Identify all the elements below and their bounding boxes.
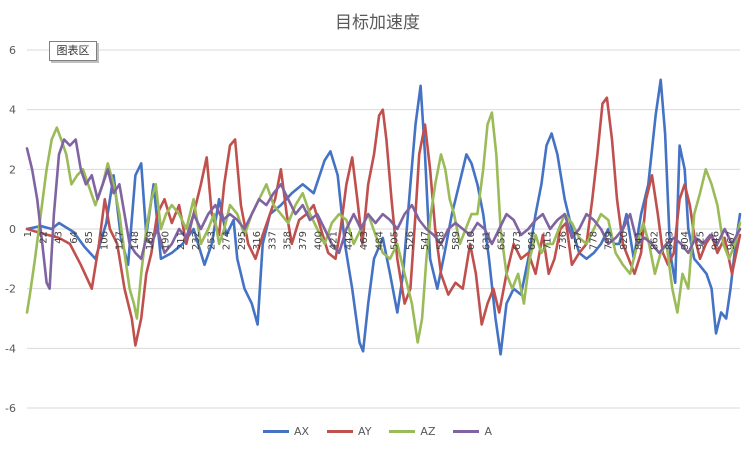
- x-tick-label: 274: [222, 231, 233, 250]
- x-tick-label: 211: [176, 231, 187, 250]
- legend-swatch: [453, 429, 480, 433]
- x-tick-label: 946: [711, 231, 722, 250]
- x-tick-label: 253: [206, 231, 217, 250]
- x-tick-label: 484: [374, 231, 385, 250]
- x-tick-label: 967: [726, 231, 737, 250]
- x-tick-label: 547: [420, 231, 431, 250]
- x-tick-label: 358: [283, 231, 294, 250]
- x-tick-label: 43: [54, 231, 65, 244]
- chart-legend: AX AY AZ A: [0, 425, 755, 438]
- series-line-az: [25, 111, 742, 344]
- legend-swatch: [262, 429, 289, 433]
- x-tick-label: 925: [695, 231, 706, 250]
- x-tick-label: 400: [313, 231, 324, 250]
- x-tick-label: 673: [512, 231, 523, 250]
- chart-area-badge[interactable]: 图表区: [49, 41, 97, 61]
- x-tick-label: 757: [573, 231, 584, 250]
- x-tick-label: 736: [558, 231, 569, 250]
- legend-label: A: [484, 425, 493, 438]
- x-tick-label: 190: [161, 231, 172, 250]
- legend-label: AX: [293, 425, 310, 438]
- x-tick-label: 652: [497, 231, 508, 250]
- x-tick-label: 337: [267, 231, 278, 250]
- x-tick-label: 106: [99, 231, 110, 250]
- legend-swatch: [389, 429, 416, 433]
- x-tick-label: 589: [451, 231, 462, 250]
- y-tick-label: 2: [9, 163, 16, 176]
- x-tick-label: 694: [527, 231, 538, 250]
- x-tick-label: 295: [237, 231, 248, 250]
- legend-item-ax[interactable]: AX: [262, 425, 310, 438]
- x-tick-label: 463: [359, 231, 370, 250]
- x-tick-label: 85: [84, 231, 95, 244]
- x-tick-label: 148: [130, 231, 141, 250]
- x-tick-label: 883: [665, 231, 676, 250]
- x-tick-label: 64: [69, 231, 80, 244]
- y-tick-label: 4: [9, 104, 16, 117]
- legend-item-ay[interactable]: AY: [327, 425, 371, 438]
- legend-swatch: [327, 429, 354, 433]
- y-tick-label: 0: [9, 223, 16, 236]
- x-tick-label: 526: [405, 231, 416, 250]
- x-tick-label: 610: [466, 231, 477, 250]
- legend-label: AZ: [420, 425, 436, 438]
- y-tick-label: 6: [9, 44, 16, 57]
- x-tick-label: 820: [619, 231, 630, 250]
- x-tick-label: 715: [542, 231, 553, 250]
- x-tick-label: 778: [588, 231, 599, 250]
- x-tick-label: 421: [329, 231, 340, 250]
- series-line-ay: [25, 96, 742, 347]
- x-tick-label: 904: [680, 231, 691, 250]
- x-tick-label: 442: [344, 231, 355, 250]
- x-tick-label: 22: [38, 231, 49, 244]
- x-tick-label: 568: [436, 231, 447, 250]
- x-tick-label: 379: [298, 231, 309, 250]
- x-tick-label: 505: [390, 231, 401, 250]
- x-tick-label: 232: [191, 231, 202, 250]
- legend-item-a[interactable]: A: [453, 425, 492, 438]
- x-tick-label: 127: [115, 231, 126, 250]
- x-tick-label: 862: [649, 231, 660, 250]
- x-tick-label: 169: [145, 231, 156, 250]
- series-line-ax: [25, 78, 742, 356]
- x-tick-label: 316: [252, 231, 263, 250]
- x-tick-label: 799: [604, 231, 615, 250]
- y-tick-label: -6: [5, 402, 16, 415]
- legend-item-az[interactable]: AZ: [389, 425, 435, 438]
- x-tick-label: 1: [23, 231, 34, 237]
- x-tick-label: 841: [634, 231, 645, 250]
- y-tick-label: -2: [5, 283, 16, 296]
- chart-title: 目标加速度: [335, 13, 420, 33]
- x-tick-label: 631: [481, 231, 492, 250]
- series-line-a: [25, 138, 742, 290]
- y-tick-label: -4: [5, 342, 16, 355]
- legend-label: AY: [358, 425, 372, 438]
